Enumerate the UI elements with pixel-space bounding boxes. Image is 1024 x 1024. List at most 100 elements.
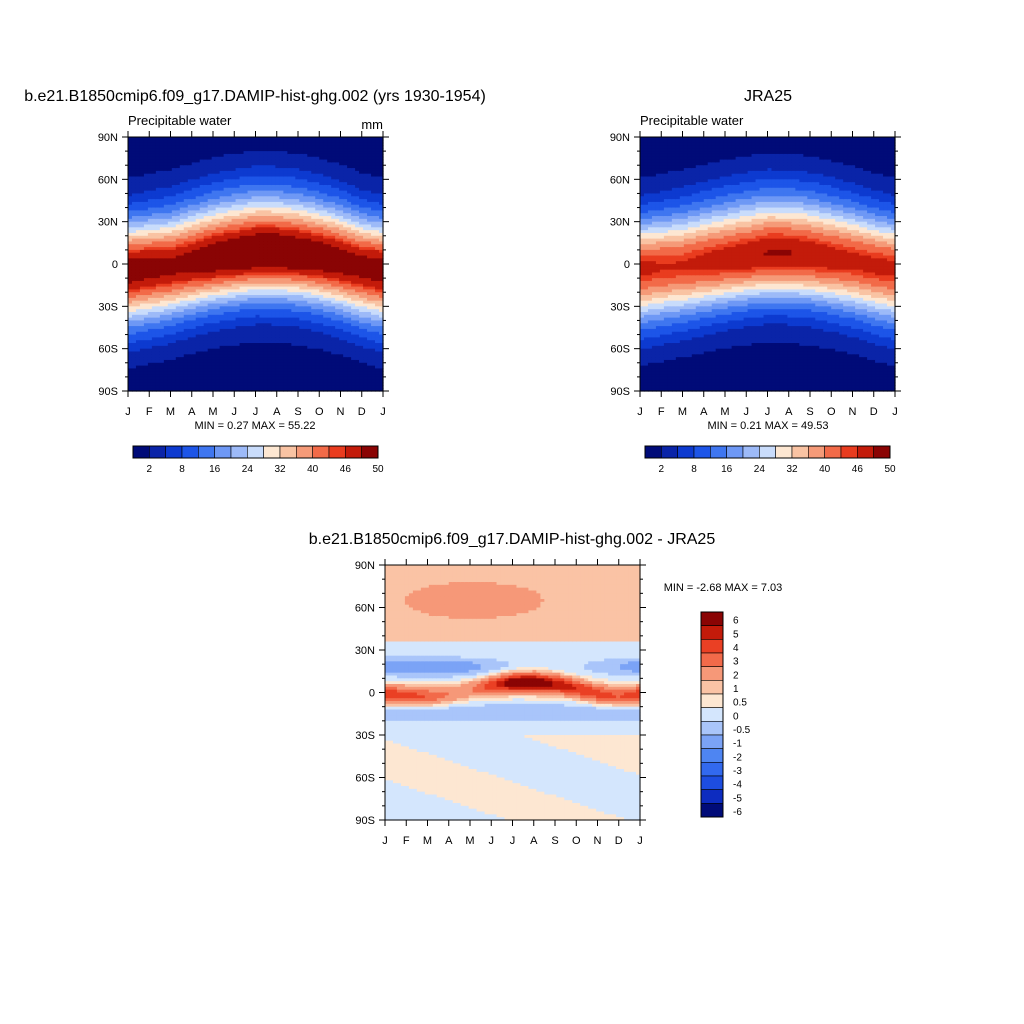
contour-cell — [175, 359, 181, 364]
contour-cell — [175, 309, 181, 313]
contour-cell — [155, 151, 161, 155]
contour-cell — [179, 345, 185, 350]
contour-cell — [167, 286, 173, 290]
contour-cell — [147, 170, 153, 175]
contour-cell — [159, 264, 165, 268]
contour-cell — [171, 368, 177, 372]
contour-cell — [128, 382, 133, 386]
contour-cell — [171, 193, 177, 197]
contour-cell — [163, 374, 169, 378]
contour-cell — [175, 210, 181, 214]
contour-cell — [159, 261, 165, 265]
contour-cell — [159, 182, 165, 186]
contour-cell — [139, 199, 145, 203]
contour-cell — [167, 269, 173, 274]
contour-cell — [179, 261, 185, 265]
contour-cell — [159, 328, 165, 333]
contour-cell — [163, 359, 169, 364]
contour-cell — [171, 379, 177, 384]
contour-cell — [155, 187, 161, 192]
contour-cell — [151, 311, 157, 316]
contour-cell — [167, 221, 173, 226]
contour-cell — [163, 182, 169, 186]
contour-cell — [143, 227, 149, 231]
contour-cell — [171, 148, 177, 152]
contour-cell — [171, 345, 177, 350]
contour-cell — [131, 289, 137, 293]
contour-cell — [155, 176, 161, 180]
contour-cell — [179, 159, 185, 163]
contour-cell — [179, 297, 185, 302]
contour-cell — [143, 286, 149, 290]
contour-cell — [159, 297, 165, 302]
contour-cell — [135, 176, 141, 180]
contour-cell — [155, 275, 161, 279]
contour-cell — [151, 249, 157, 254]
contour-cell — [167, 357, 173, 361]
contour-cell — [171, 173, 177, 178]
contour-cell — [155, 323, 161, 327]
contour-cell — [163, 213, 169, 217]
contour-cell — [175, 328, 181, 333]
contour-cell — [139, 303, 145, 307]
contour-cell — [135, 224, 141, 228]
contour-cell — [139, 159, 145, 163]
contour-cell — [179, 275, 185, 279]
contour-cell — [147, 275, 153, 279]
contour-cell — [159, 249, 165, 254]
contour-cell — [159, 385, 165, 389]
contour-cell — [167, 187, 173, 192]
contour-cell — [143, 139, 149, 144]
contour-cell — [151, 173, 157, 178]
contour-cell — [171, 207, 177, 211]
contour-cell — [151, 261, 157, 265]
contour-cell — [128, 213, 133, 217]
contour-cell — [131, 196, 137, 200]
contour-cell — [155, 139, 161, 144]
contour-cell — [151, 379, 157, 384]
contour-cell — [155, 337, 161, 341]
contour-cell — [159, 221, 165, 226]
contour-cell — [175, 385, 181, 389]
contour-cell — [167, 306, 173, 310]
contour-cell — [155, 348, 161, 353]
contour-cell — [163, 170, 169, 175]
contour-cell — [151, 151, 157, 155]
contour-cell — [147, 272, 153, 276]
contour-cell — [139, 388, 145, 392]
contour-cell — [167, 207, 173, 211]
contour-cell — [155, 266, 161, 271]
contour-cell — [128, 275, 133, 279]
contour-cell — [159, 201, 165, 206]
contour-cell — [159, 331, 165, 336]
contour-cell — [167, 382, 173, 386]
contour-cell — [163, 230, 169, 234]
contour-cell — [147, 162, 153, 166]
contour-cell — [143, 311, 149, 316]
contour-cell — [139, 179, 145, 183]
contour-cell — [179, 317, 185, 322]
contour-cell — [159, 311, 165, 316]
contour-cell — [179, 280, 185, 285]
contour-cell — [179, 156, 185, 161]
contour-cell — [131, 269, 137, 274]
contour-cell — [135, 241, 141, 245]
contour-cell — [147, 295, 153, 299]
contour-cell — [151, 317, 157, 322]
contour-cell — [143, 388, 149, 392]
contour-cell — [131, 295, 137, 299]
contour-cell — [151, 388, 157, 392]
contour-cell — [159, 153, 165, 158]
contour-cell — [175, 297, 181, 302]
contour-cell — [175, 137, 181, 141]
contour-cell — [155, 249, 161, 254]
contour-cell — [128, 374, 133, 378]
contour-cell — [155, 368, 161, 372]
contour-cell — [131, 165, 137, 169]
contour-cell — [163, 162, 169, 166]
contour-cell — [167, 145, 173, 149]
contour-cell — [179, 320, 185, 324]
contour-cell — [147, 221, 153, 226]
contour-cell — [151, 351, 157, 355]
contour-cell — [139, 264, 145, 268]
